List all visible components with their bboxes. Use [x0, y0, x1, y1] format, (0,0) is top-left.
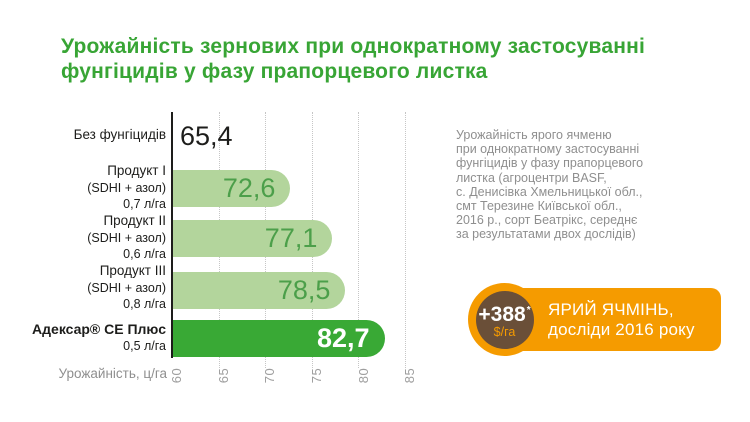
- tick-label: 65: [216, 367, 232, 383]
- profit-value: +388*: [478, 303, 531, 326]
- tick-label: 60: [169, 367, 185, 383]
- category-label: Адексар® СЕ Плюс 0,5 л/га: [0, 321, 166, 354]
- category-label-line: (SDHI + азол): [87, 180, 166, 195]
- gridline: [358, 112, 360, 368]
- category-label-line: Продукт III: [99, 263, 166, 278]
- category-label-line: Без фунгіцидів: [73, 127, 166, 142]
- badge-year-label: досліди 2016 року: [548, 319, 695, 339]
- bar: 72,6: [173, 170, 291, 207]
- asterisk-mark: *: [526, 305, 531, 316]
- tick-label: 80: [355, 367, 371, 383]
- category-label-line: Адексар® СЕ Плюс: [32, 321, 166, 337]
- category-label-line: (SDHI + азол): [87, 230, 166, 245]
- study-note: Урожайність ярого ячменю при однократном…: [456, 128, 644, 242]
- x-axis-label: Урожайність, ц/га: [58, 366, 167, 381]
- bar-value: 78,5: [277, 275, 331, 305]
- category-label: Продукт II (SDHI + азол) 0,6 л/га: [0, 213, 166, 263]
- category-label-line: Продукт I: [107, 163, 166, 178]
- category-label-line: (SDHI + азол): [87, 280, 166, 295]
- bar-value: 72,6: [222, 173, 276, 203]
- category-label-line: Продукт II: [103, 213, 166, 228]
- y-axis-line: [170, 112, 173, 358]
- badge-crop-label: ЯРИЙ ЯЧМІНЬ,: [548, 300, 674, 319]
- bar-value: 77,1: [264, 223, 318, 253]
- bar-value: 82,7: [317, 323, 370, 353]
- tick-label: 75: [309, 367, 325, 383]
- tick-label: 70: [262, 367, 278, 383]
- bar-value: 65,4: [180, 121, 233, 151]
- category-label: Продукт III (SDHI + азол) 0,8 л/га: [0, 263, 166, 313]
- category-label-line: 0,8 л/га: [123, 297, 166, 311]
- gridline: [405, 112, 406, 368]
- category-label: Без фунгіцидів: [0, 127, 166, 144]
- bar: 82,7: [173, 320, 385, 357]
- profit-circle: +388* $/га: [468, 283, 541, 356]
- profit-unit: $/га: [493, 325, 516, 339]
- category-label-line: 0,7 л/га: [123, 197, 166, 211]
- badge-banner: ЯРИЙ ЯЧМІНЬ, досліди 2016 року: [505, 288, 721, 351]
- tick-label: 85: [402, 367, 418, 383]
- category-label-line: 0,5 л/га: [123, 338, 166, 353]
- page-title: Урожайність зернових при однократному за…: [61, 35, 646, 83]
- category-label: Продукт I (SDHI + азол) 0,7 л/га: [0, 163, 166, 213]
- category-label-line: 0,6 л/га: [123, 247, 166, 261]
- bar: 78,5: [173, 272, 346, 309]
- profit-circle-inner: +388* $/га: [475, 290, 534, 349]
- bar: 77,1: [173, 220, 333, 257]
